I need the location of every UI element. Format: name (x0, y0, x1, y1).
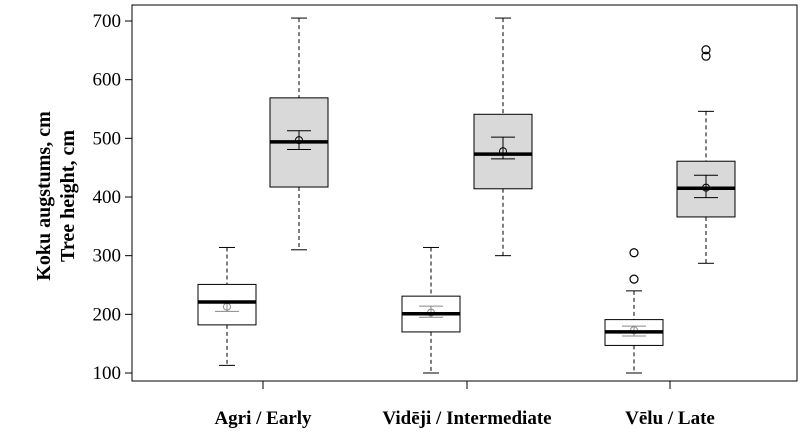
x-axis: Agri / Early Vidēji / Intermediate Vēlu / … (214, 381, 715, 429)
y-tick-label-400: 400 (93, 187, 122, 208)
y-axis: 100 200 300 400 500 600 700 (93, 11, 132, 384)
x-category-label-0: Agri / Early (214, 408, 312, 429)
y-axis-title-line2: Tree height, cm (57, 130, 79, 262)
y-tick-label-100: 100 (93, 363, 122, 384)
x-category-label-2: Vēlu / Late (625, 408, 715, 429)
boxes (197, 17, 736, 374)
x-category-label-1: Vidēji / Intermediate (382, 408, 551, 429)
box-1 (269, 17, 329, 251)
outlier-4-1 (629, 248, 639, 258)
y-tick-label-500: 500 (93, 128, 122, 149)
y-tick-label-200: 200 (93, 304, 122, 325)
y-tick-label-300: 300 (93, 246, 122, 267)
y-axis-title: Koku augstums, cm Tree height, cm (33, 111, 79, 281)
y-tick-label-600: 600 (93, 70, 122, 91)
box-5 (676, 45, 736, 264)
box-3 (473, 17, 533, 257)
plot-frame (131, 4, 798, 382)
box-0 (197, 246, 257, 366)
outlier-4-0 (629, 274, 639, 284)
outlier-5-1 (701, 45, 711, 55)
box-2 (401, 246, 461, 374)
y-tick-label-700: 700 (93, 11, 122, 32)
outlier-5-0 (701, 51, 711, 61)
box-4 (604, 248, 664, 374)
y-axis-title-line1: Koku augstums, cm (33, 111, 55, 281)
